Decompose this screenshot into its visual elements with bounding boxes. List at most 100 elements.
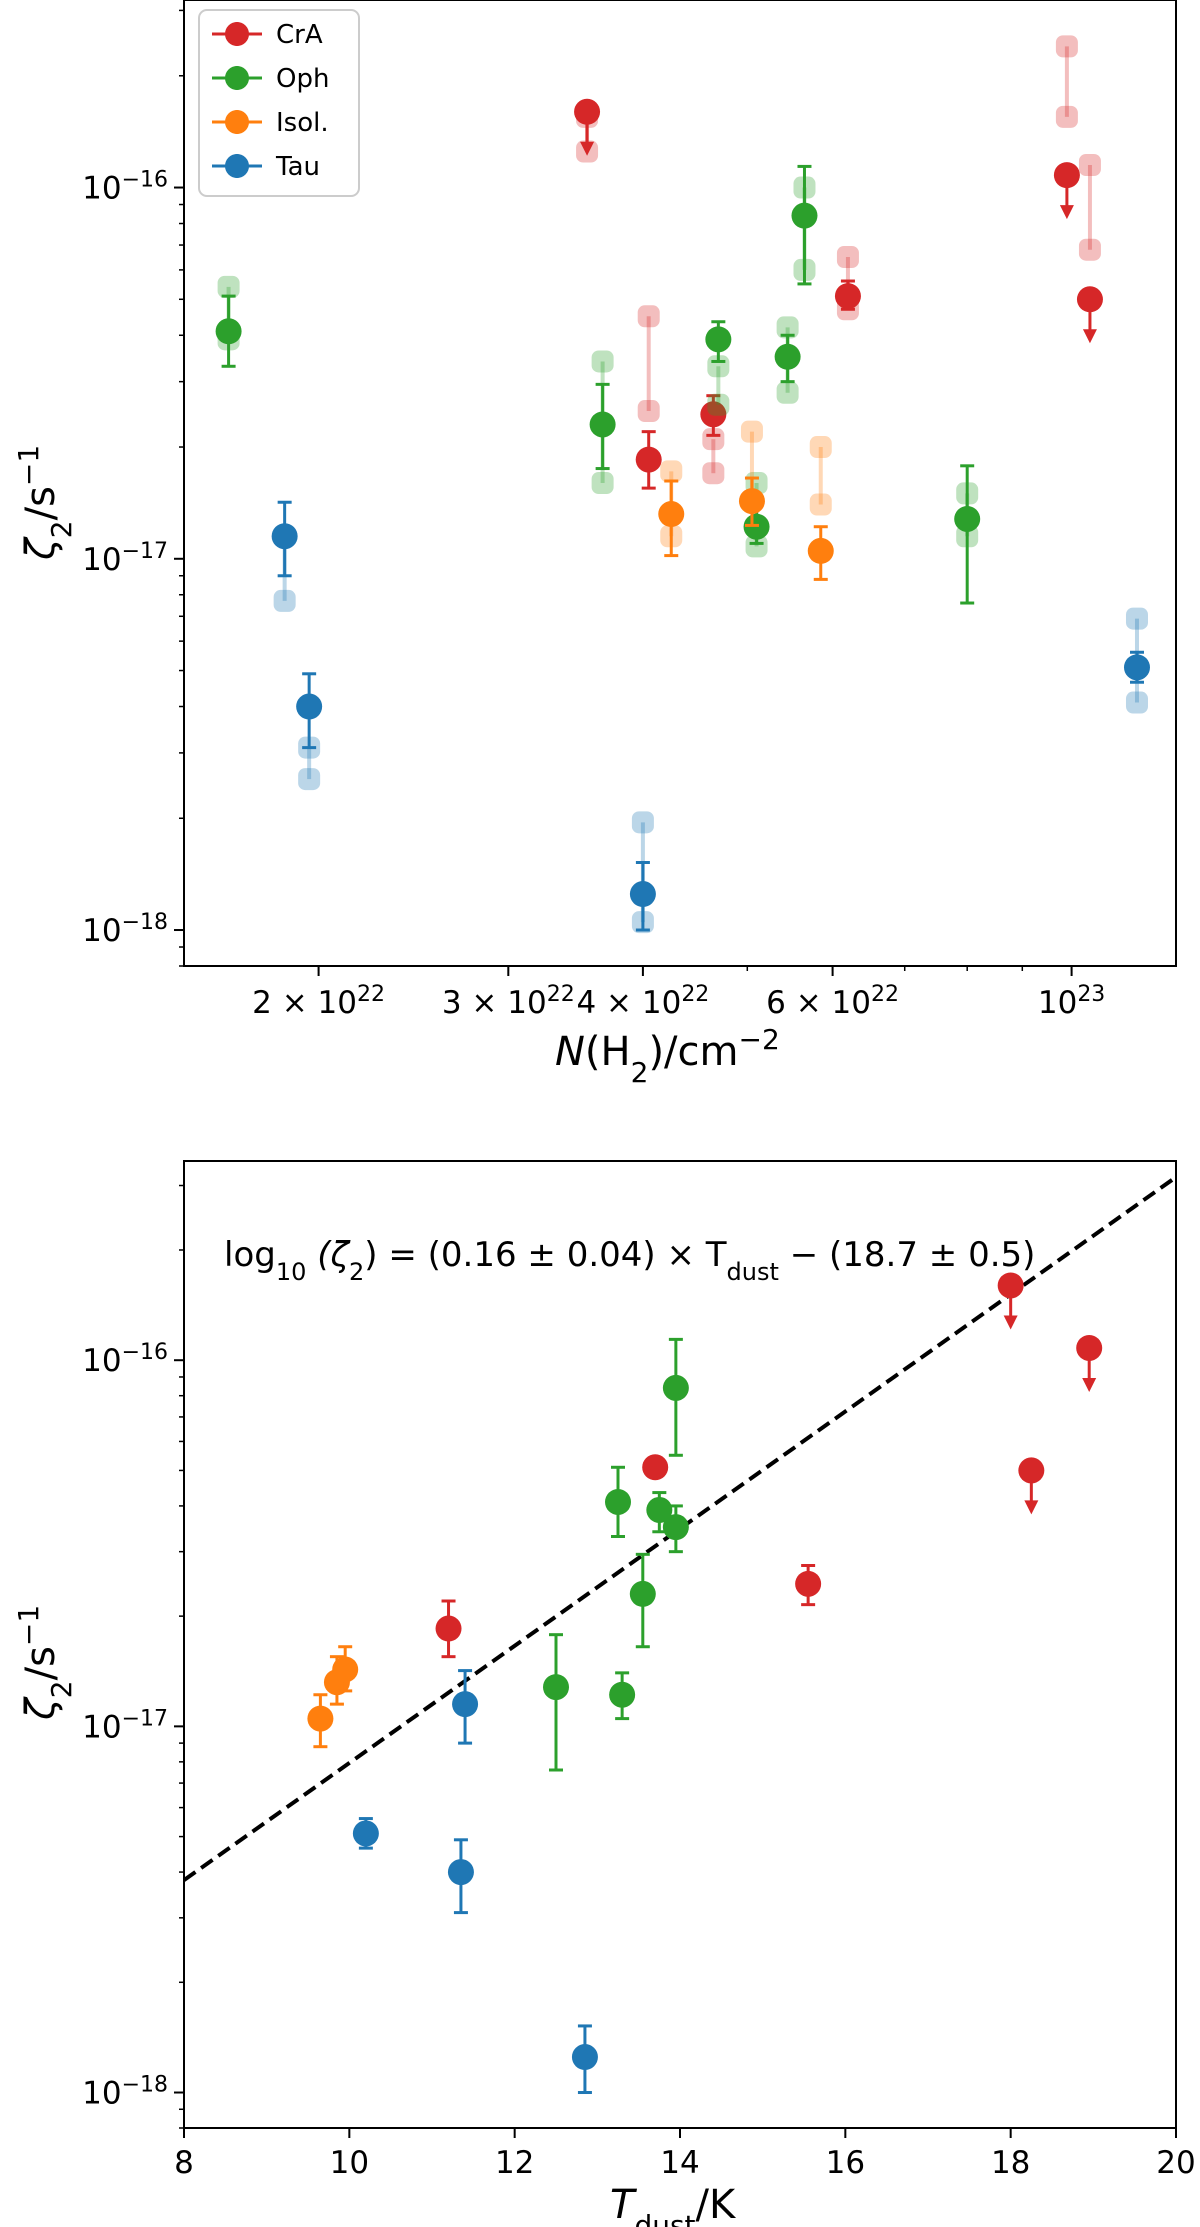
p1-series-cra — [574, 35, 1103, 490]
p1-cra-point-6-limit-head — [1082, 329, 1097, 344]
p2-series-isol — [307, 1645, 359, 1749]
p2-isol-point-1 — [307, 1705, 334, 1732]
legend-label: Tau — [275, 152, 320, 182]
p1-oph-point-1 — [215, 318, 242, 345]
p2-oph-point-7 — [543, 1674, 569, 1701]
legend-marker — [225, 154, 249, 178]
panel2-ticks: 10−18 10−17 10−16 8 10 12 14 16 18 20 — [82, 1184, 1196, 2181]
p2-cra-point-3 — [795, 1570, 822, 1597]
p1-tau-point-4 — [1123, 654, 1150, 681]
p2-series-oph — [543, 1337, 689, 1772]
p1-oph-point-1-range-high — [217, 275, 240, 298]
p2-xtick-label: 18 — [991, 2145, 1030, 2181]
p1-isol-point-2-range-high — [740, 420, 763, 443]
panel1-ylabel: ζ2/s−1 — [12, 445, 78, 561]
legend-item-tau: Tau — [212, 152, 320, 182]
p2-xtick-label: 8 — [174, 2145, 194, 2181]
p1-xtick-label: 1023 — [1038, 982, 1105, 1022]
p2-oph-point-3 — [646, 1496, 673, 1523]
p1-cra-point-1-limit-head — [580, 141, 595, 156]
p1-xtick-label: 3 × 1022 — [442, 982, 575, 1022]
p2-tau-point-4 — [352, 1820, 379, 1847]
p1-xtick-label: 4 × 1022 — [576, 982, 709, 1022]
fit-annotation: log10 (ζ2) = (0.16 ± 0.04) × Tdust − (18… — [224, 1235, 1035, 1286]
p2-cra-point-1-limit-head — [1003, 1315, 1018, 1330]
p1-xtick-label: 2 × 1022 — [252, 982, 385, 1022]
p1-cra-point-6-range-low — [1078, 238, 1101, 261]
p2-cra-point-5 — [1076, 1334, 1103, 1361]
panel2-ylabel: ζ2/s−1 — [12, 1605, 78, 1721]
panel2-frame — [183, 1160, 1177, 2129]
p2-oph-point-1 — [605, 1488, 631, 1515]
p1-tau-point-4-range-low — [1125, 691, 1148, 714]
p1-cra-point-3 — [700, 401, 727, 428]
p2-tau-point-2 — [447, 1859, 474, 1886]
p2-oph-point-6 — [662, 1374, 689, 1401]
p2-xtick-label: 12 — [495, 2145, 534, 2181]
p2-oph-point-4 — [609, 1681, 636, 1708]
p1-cra-point-5-limit-head — [1059, 205, 1074, 220]
p1-cra-point-3-range-low — [702, 462, 725, 485]
p1-cra-point-2-range-high — [637, 305, 660, 328]
p1-xtick-label: 6 × 1022 — [766, 982, 899, 1022]
p1-oph-point-5-range-high — [776, 316, 799, 339]
legend: CrA Oph Isol. Tau — [198, 9, 360, 197]
p1-cra-point-5-range-low — [1055, 105, 1078, 128]
p1-cra-point-3-range-high — [702, 428, 725, 451]
p2-xtick-label: 20 — [1156, 2145, 1195, 2181]
p1-cra-point-6-range-high — [1078, 154, 1101, 177]
legend-marker — [225, 66, 249, 90]
p2-isol-point-3 — [332, 1656, 359, 1683]
legend-box — [198, 9, 360, 197]
p1-cra-point-2-range-low — [637, 400, 660, 423]
legend-item-isol: Isol. — [212, 108, 329, 138]
legend-marker — [225, 22, 249, 46]
p1-tau-point-1-range-low — [273, 589, 296, 612]
p1-oph-point-4-range-low — [745, 535, 768, 558]
p1-series-tau — [271, 500, 1150, 934]
p1-isol-point-2 — [738, 488, 765, 515]
p2-cra-point-4 — [642, 1454, 669, 1481]
p1-cra-point-6 — [1076, 286, 1103, 313]
p1-tau-point-2-range-low — [298, 768, 321, 791]
p2-ytick-label: 10−18 — [82, 2072, 168, 2112]
p1-isol-point-3 — [807, 537, 834, 564]
panel1-frame — [183, 0, 1177, 967]
p2-series-cra — [435, 1272, 1103, 1659]
panel2-xlabel: Tdust/K — [610, 2182, 737, 2227]
p1-oph-point-6 — [791, 202, 818, 229]
p1-cra-point-4-range-high — [836, 245, 859, 268]
p1-isol-point-1 — [658, 501, 685, 528]
p1-tau-point-4-range-high — [1125, 607, 1148, 630]
p1-cra-point-5 — [1053, 162, 1080, 189]
p2-ytick-label: 10−17 — [82, 1706, 168, 1746]
p2-xtick-label: 14 — [660, 2145, 699, 2181]
p1-ytick-label: 10−17 — [82, 538, 168, 578]
p2-cra-point-5-limit-head — [1082, 1377, 1097, 1392]
p1-oph-point-3-range-low — [707, 393, 730, 416]
p1-isol-point-3-range-high — [809, 436, 832, 459]
panel1-marks — [215, 35, 1150, 934]
p1-cra-point-2 — [635, 446, 662, 473]
p2-xtick-label: 16 — [826, 2145, 865, 2181]
p2-oph-point-2 — [629, 1580, 656, 1607]
p1-oph-point-2-range-low — [591, 472, 614, 494]
p1-cra-point-1 — [574, 98, 601, 125]
p1-cra-point-4 — [834, 283, 861, 310]
p1-isol-point-1-range-high — [660, 460, 683, 483]
p2-oph-point-5 — [662, 1514, 689, 1541]
p2-series-tau — [352, 1669, 598, 2095]
p1-ytick-label: 10−18 — [82, 910, 168, 950]
panel2-marks — [307, 1272, 1103, 2095]
p1-oph-point-5-range-low — [776, 381, 799, 404]
p1-isol-point-3-range-low — [809, 493, 832, 516]
p1-series-oph — [215, 164, 981, 605]
legend-label: Isol. — [276, 108, 329, 138]
panel1-ticks: 10−18 10−17 10−16 2 × 1022 3 × 1022 4 × 1022 6… — [82, 9, 1105, 1022]
panel1-xlabel: N(H2)/cm−2 — [555, 1023, 780, 1089]
legend-item-cra: CrA — [212, 20, 323, 50]
p1-tau-point-3 — [629, 881, 656, 908]
p1-series-isol — [658, 420, 834, 581]
p2-cra-point-6 — [1018, 1457, 1045, 1484]
